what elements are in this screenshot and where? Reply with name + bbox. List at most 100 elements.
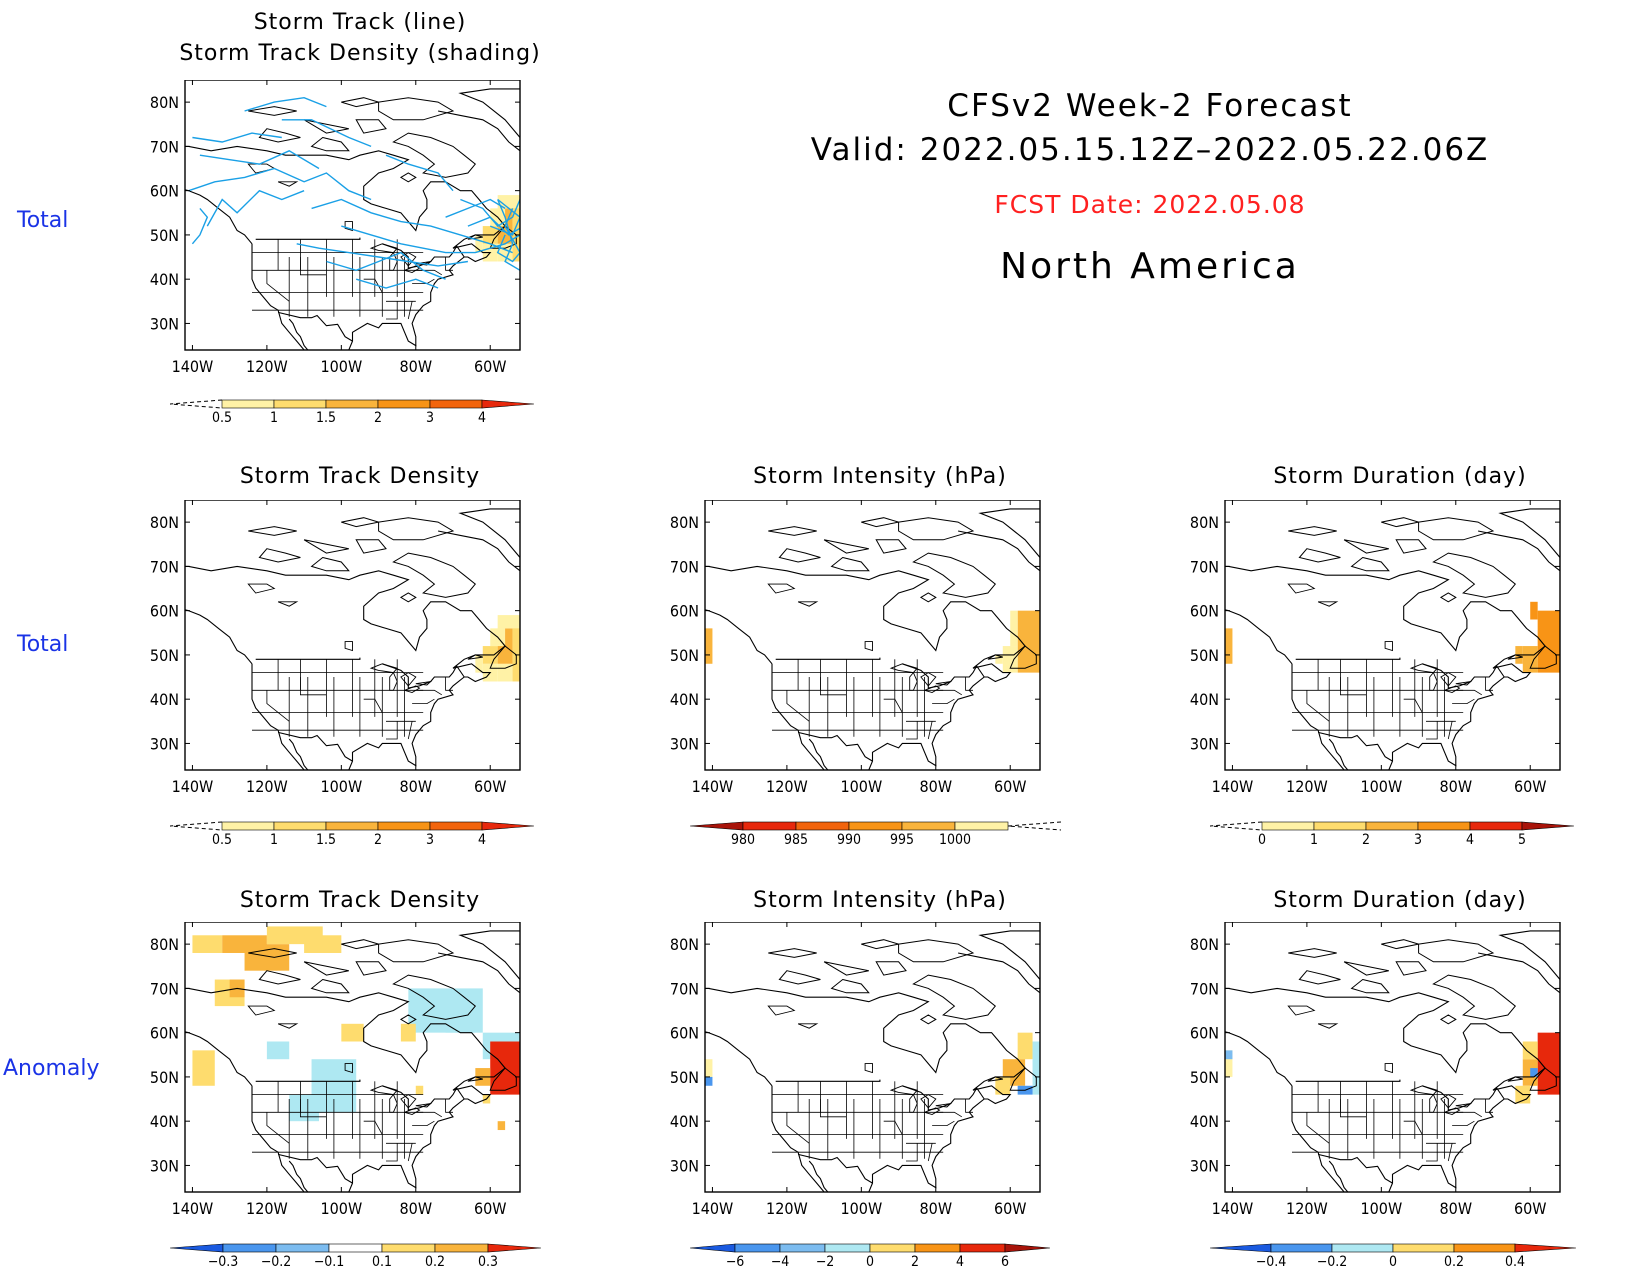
lake-outline <box>415 680 433 686</box>
country-border <box>255 237 361 240</box>
state-border <box>1426 1143 1438 1162</box>
island-outline <box>919 592 937 603</box>
state-border <box>927 1143 933 1162</box>
coastline <box>705 987 1026 1192</box>
greenland-coast <box>1477 930 1560 994</box>
map-frame <box>1224 500 1561 771</box>
map-layers <box>705 508 1040 770</box>
colorbar-segment <box>328 1243 383 1253</box>
state-border <box>1306 690 1330 722</box>
state-border <box>1447 1143 1453 1162</box>
colorbar-label: −0.4 <box>1256 1254 1287 1270</box>
storm-track-line <box>356 278 439 289</box>
country-border <box>902 663 985 689</box>
country-border <box>277 731 353 762</box>
shaded-cell <box>1225 1050 1233 1077</box>
colorbar-label: 1.5 <box>316 832 336 848</box>
colorbar-segment <box>779 1243 826 1253</box>
coastline <box>188 610 253 665</box>
island-outline <box>467 654 483 660</box>
coastline <box>771 663 825 770</box>
island-outline <box>861 517 899 528</box>
map-background <box>1225 922 1560 1192</box>
state-border <box>820 677 847 696</box>
island-outline <box>467 1076 483 1082</box>
lake-outline <box>415 260 433 266</box>
lat-tick-label: 60N <box>670 602 699 621</box>
colorbar-label: 0 <box>1258 832 1266 848</box>
state-border <box>883 698 903 713</box>
colorbar-segment <box>954 821 1009 831</box>
colorbar-segment <box>869 1243 916 1253</box>
colorbar-segment <box>1365 821 1419 831</box>
island-outline <box>778 548 821 563</box>
shaded-cell <box>995 1076 1011 1095</box>
lat-tick-label: 40N <box>670 1112 699 1131</box>
lon-tick-label: 120W <box>246 777 288 796</box>
colorbar-label: 2 <box>1362 832 1370 848</box>
map-frame <box>1224 922 1561 1193</box>
lon-tick-label: 80W <box>920 777 953 796</box>
colorbar-label: −0.2 <box>261 1254 292 1270</box>
state-border <box>932 698 955 704</box>
island-outline <box>392 132 477 178</box>
colorbar-segment <box>325 821 379 831</box>
island-outline <box>1418 939 1495 963</box>
lat-tick-label: 60N <box>1190 1024 1219 1043</box>
colorbar-label: 1000 <box>939 832 971 848</box>
storm-track-line <box>281 119 372 148</box>
lon-tick-label: 80W <box>400 777 433 796</box>
colorbar-segment <box>273 821 327 831</box>
colorbar-arrow-right <box>487 1243 542 1253</box>
colorbar-segment <box>742 821 797 831</box>
colorbar-segment <box>221 821 275 831</box>
lon-tick-label: 80W <box>920 1199 953 1218</box>
lon-tick-label: 80W <box>400 1199 433 1218</box>
storm-track-line <box>489 198 520 236</box>
colorbar-panel4: 0 1 2 3 4 5 <box>1210 821 1575 848</box>
shaded-cell <box>1522 646 1538 673</box>
panel6-title: Storm Intensity (hPa) <box>753 888 1007 913</box>
lake-outline <box>864 641 873 652</box>
lat-tick-label: 70N <box>670 557 699 576</box>
forecast-title: CFSv2 Week-2 Forecast <box>947 88 1353 124</box>
coastline <box>251 243 305 350</box>
shaded-cell <box>1522 1059 1538 1086</box>
island-outline <box>341 97 379 108</box>
lat-tick-label: 80N <box>1190 935 1219 954</box>
map-background <box>705 500 1040 770</box>
island-outline <box>778 970 821 985</box>
storm-track-line <box>311 198 513 254</box>
colorbar-arrow-left <box>170 1243 224 1253</box>
map-layers <box>185 926 520 1192</box>
coastline <box>185 987 506 1192</box>
colorbar-segment <box>325 399 379 409</box>
lake-outline <box>277 1023 299 1029</box>
colorbar-label: 0.1 <box>372 1254 392 1270</box>
lon-tick-label: 60W <box>994 777 1027 796</box>
coastline <box>1228 610 1293 665</box>
lat-tick-label: 40N <box>150 270 179 289</box>
shaded-cell <box>1010 610 1018 647</box>
lon-tick-label: 140W <box>692 1199 734 1218</box>
coastline <box>288 1160 309 1192</box>
state-border <box>415 269 443 276</box>
valid-period: Valid: 2022.05.15.12Z–2022.05.22.06Z <box>810 132 1490 168</box>
lake-outline <box>889 1085 918 1096</box>
map-panel-track-density-lines: 80N 70N 60N 50N 40N 30N 140W 120W 100W 80W 60W <box>150 80 521 376</box>
greenland-coast <box>437 88 520 152</box>
colorbar-open-end <box>170 399 223 409</box>
shaded-cell <box>192 1050 215 1086</box>
colorbar-segment <box>275 1243 330 1253</box>
lat-tick-label: 60N <box>150 602 179 621</box>
colorbar-label: 0.2 <box>425 1254 445 1270</box>
colorbar-arrow-left <box>690 821 744 831</box>
lake-outline <box>1455 1102 1473 1108</box>
coastline <box>185 565 506 770</box>
lat-tick-label: 30N <box>1190 1156 1219 1175</box>
colorbar-label: −0.1 <box>314 1254 345 1270</box>
state-border <box>363 278 383 293</box>
lon-tick-label: 80W <box>400 357 433 376</box>
panel4-title: Storm Duration (day) <box>1273 464 1527 489</box>
greenland-coast <box>437 930 520 994</box>
